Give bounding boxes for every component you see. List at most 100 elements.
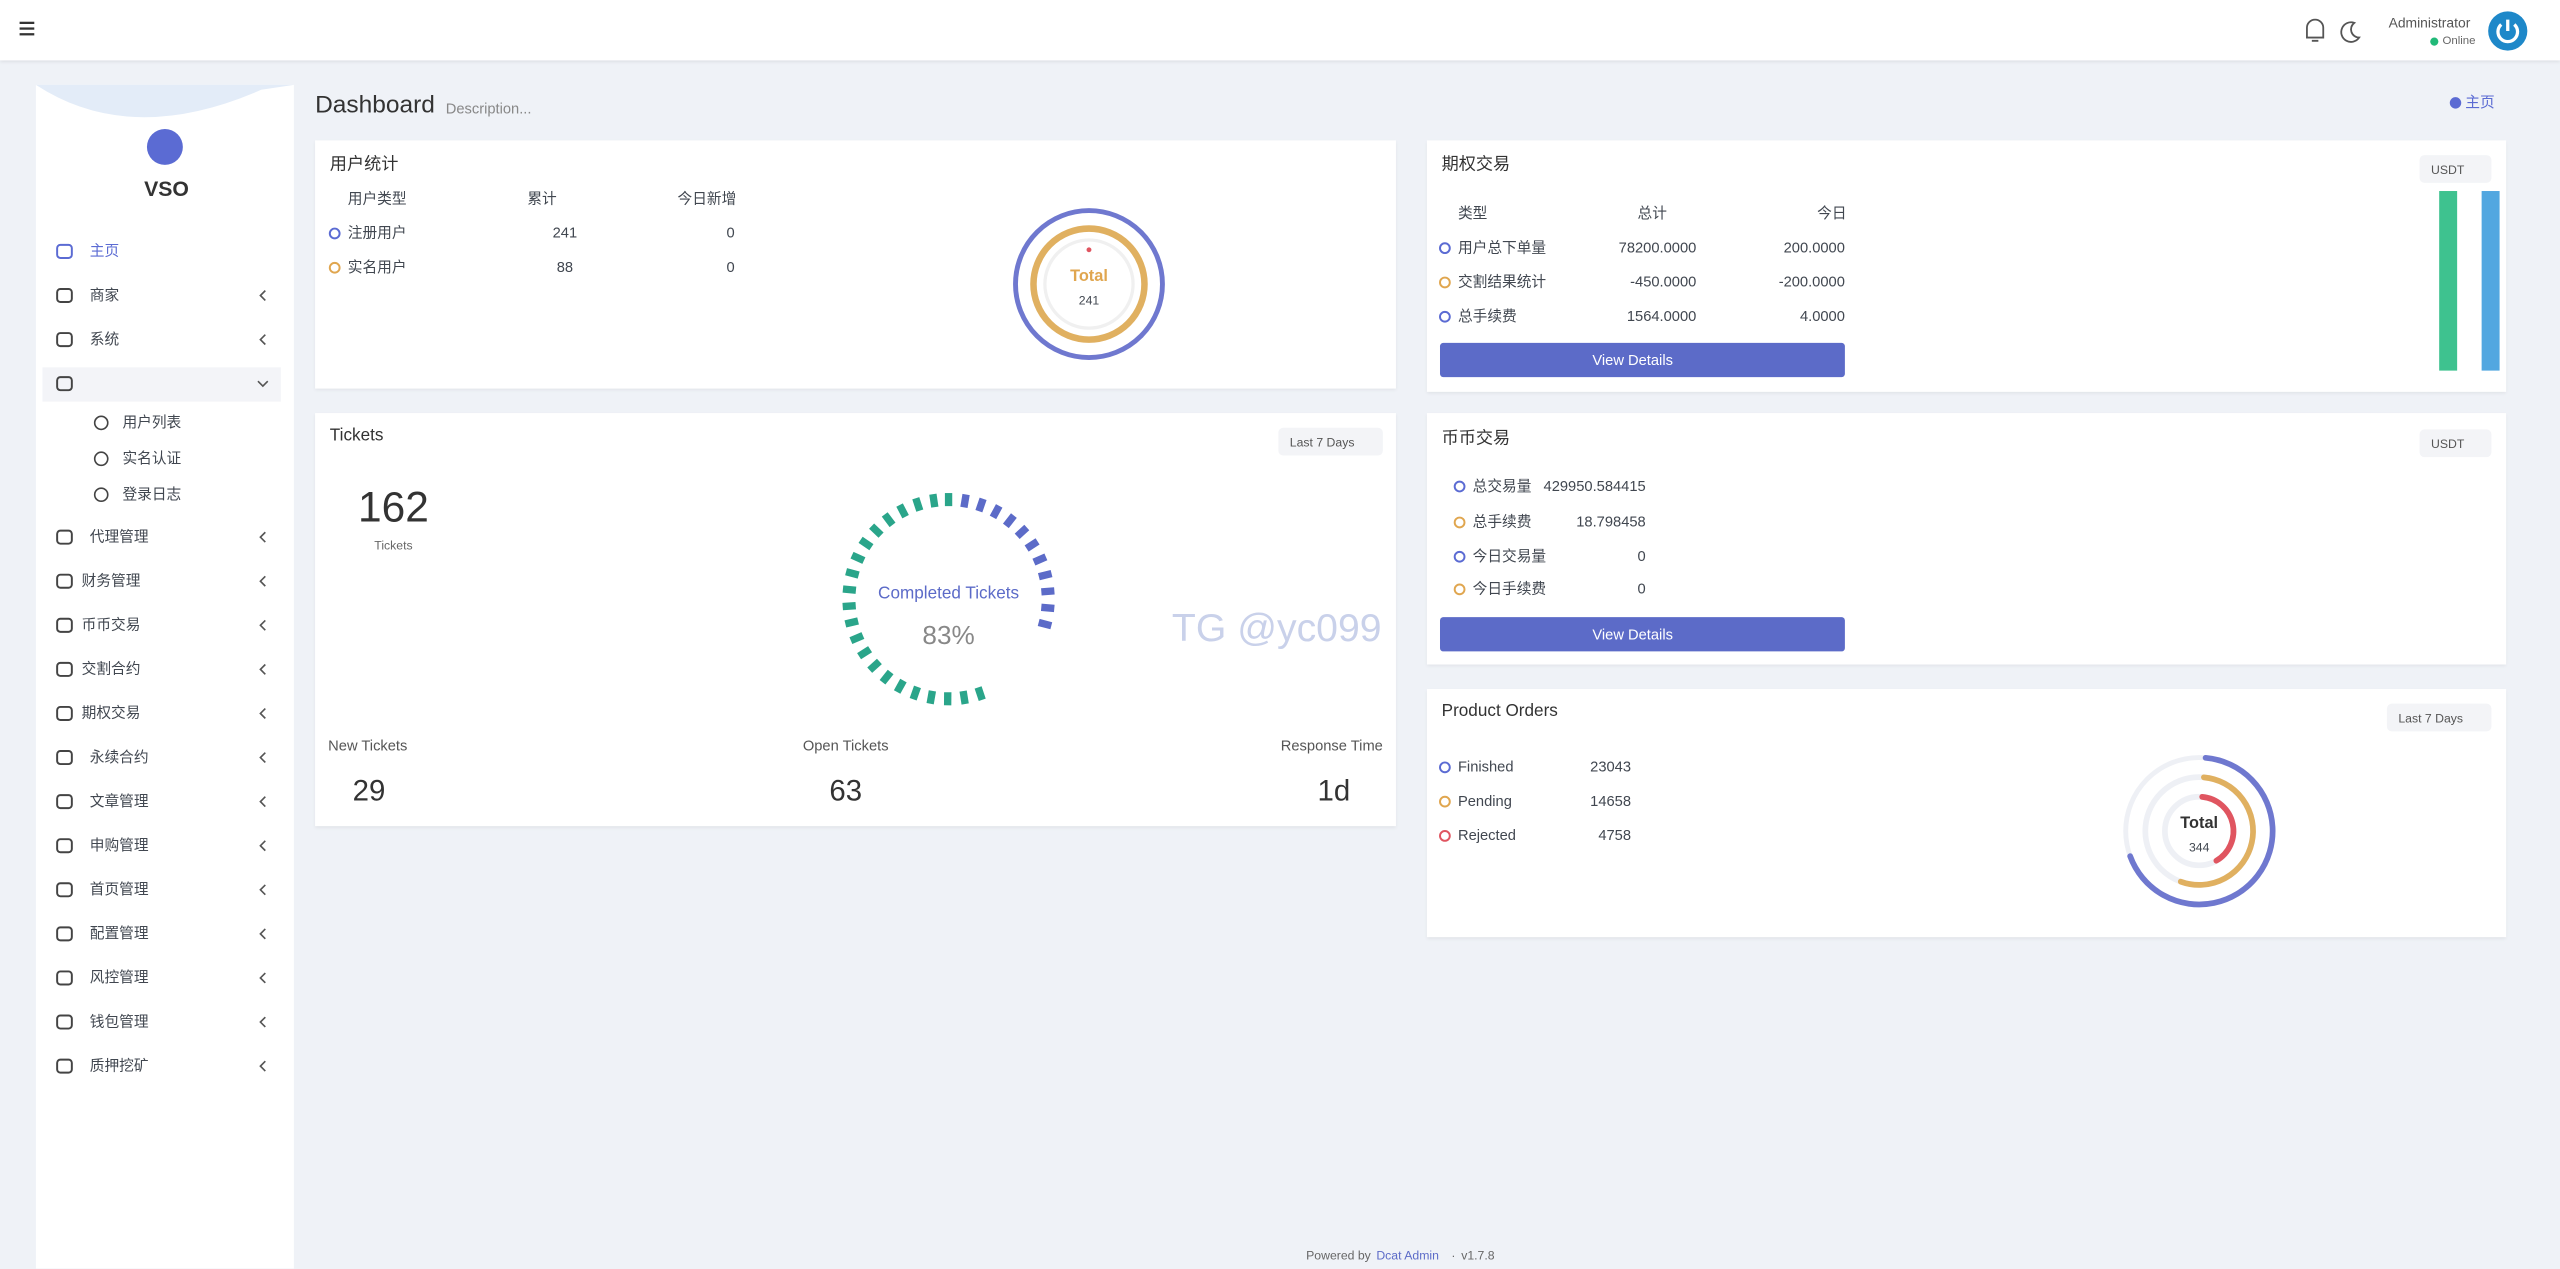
table-cell: 14658 <box>1590 793 1631 811</box>
legend-dot <box>1440 278 1450 288</box>
chevron <box>260 532 265 542</box>
gauge-tick <box>872 526 881 535</box>
legend-dot <box>330 263 340 273</box>
chevron <box>260 1061 265 1071</box>
submenu-icon <box>95 452 108 465</box>
table-cell: 1564.0000 <box>1627 308 1696 326</box>
menu-icon <box>57 1016 72 1029</box>
gauge-tick <box>993 506 999 517</box>
footer-link[interactable]: Dcat Admin <box>1376 1248 1439 1263</box>
table-cell: 78200.0000 <box>1619 239 1697 257</box>
chevron <box>260 753 265 763</box>
gauge-tick <box>963 691 965 704</box>
gauge-label: Completed Tickets <box>878 584 1019 605</box>
menu-icon <box>57 839 72 852</box>
table-cell: 今日手续费 <box>1473 581 1546 599</box>
menu-icon <box>57 531 72 544</box>
bell-icon[interactable] <box>2307 20 2323 41</box>
footer-text: Powered by <box>1306 1248 1371 1263</box>
legend-dot <box>1440 762 1450 772</box>
table-cell: 4.0000 <box>1800 308 1845 326</box>
menu-icon <box>57 927 72 940</box>
chevron <box>260 885 265 895</box>
menu-icon <box>57 1060 72 1073</box>
gauge-tick <box>870 661 880 670</box>
breadcrumb-icon <box>2450 97 2461 108</box>
legend-dot <box>1440 243 1450 253</box>
table-cell: 0 <box>1638 581 1646 599</box>
table-cell: 0 <box>727 259 735 277</box>
legend-dot <box>1440 797 1450 807</box>
gauge-tick <box>933 494 935 507</box>
dropdown-label: Last 7 Days <box>2398 710 2463 725</box>
submenu-icon <box>95 416 108 429</box>
stat-label: New Tickets <box>328 737 407 755</box>
menu-toggle[interactable] <box>20 23 35 34</box>
menu-icon <box>57 575 72 588</box>
stat-value: 29 <box>353 774 386 809</box>
table-cell: 0 <box>727 225 735 243</box>
table-cell: Pending <box>1458 793 1512 811</box>
menu-icon <box>57 707 72 720</box>
gauge-tick <box>1017 527 1027 536</box>
submenu-icon <box>95 488 108 501</box>
table-cell: 总手续费 <box>1473 514 1532 532</box>
table-cell: 注册用户 <box>348 225 407 243</box>
legend-dot <box>1455 518 1465 528</box>
gauge-tick <box>964 495 966 508</box>
gauge-tick <box>1034 557 1046 562</box>
table-header: 类型 <box>1458 205 1487 223</box>
donut-label: Total <box>2180 815 2218 835</box>
gauge-tick <box>1041 607 1054 608</box>
menu-icon <box>57 883 72 896</box>
card-title: 用户统计 <box>330 155 399 176</box>
legend-dot <box>1455 552 1465 562</box>
gauge-tick <box>1039 622 1052 625</box>
chevron <box>260 620 265 630</box>
table-header: 今日 <box>1817 205 1846 223</box>
table-cell: Rejected <box>1458 827 1516 845</box>
table-cell: -200.0000 <box>1779 274 1845 292</box>
gauge-tick <box>851 636 863 641</box>
table-cell: 实名用户 <box>348 259 407 277</box>
stat-label: Open Tickets <box>803 737 889 755</box>
chevron <box>260 709 265 719</box>
gauge-tick <box>897 681 903 692</box>
ticket-total: 162 <box>358 482 429 533</box>
gauge-tick <box>913 687 917 699</box>
card-title: Tickets <box>330 426 384 447</box>
table-cell: 用户总下单量 <box>1458 239 1546 257</box>
donut-value: 344 <box>2189 840 2209 855</box>
theme-icon[interactable] <box>2341 22 2359 42</box>
gauge-tick <box>845 621 858 624</box>
gauge-tick <box>859 649 870 656</box>
gauge-tick <box>1006 516 1014 526</box>
table-header: 用户类型 <box>348 190 407 208</box>
chevron <box>260 335 265 345</box>
sidebar-wave <box>36 85 294 117</box>
legend-dot <box>1455 584 1465 594</box>
gauge-tick <box>978 687 982 699</box>
menu-icon <box>57 663 72 676</box>
dropdown-label: USDT <box>2431 436 2464 451</box>
table-cell: 200.0000 <box>1784 239 1845 257</box>
watermark: TG @yc099 <box>1172 607 1382 654</box>
ticket-total-label: Tickets <box>374 538 412 553</box>
bar-decoration <box>2482 191 2500 371</box>
donut-value: 241 <box>1079 293 1099 308</box>
gauge-tick <box>843 606 856 607</box>
table-header: 累计 <box>527 190 556 208</box>
gauge-tick <box>852 555 864 560</box>
table-cell: 241 <box>553 225 578 243</box>
chevron <box>260 841 265 851</box>
table-cell: -450.0000 <box>1630 274 1696 292</box>
menu-icon <box>57 971 72 984</box>
gauge-tick <box>846 572 859 575</box>
table-header: 总计 <box>1638 205 1667 223</box>
logo <box>147 129 183 165</box>
table-cell: 23043 <box>1590 759 1631 777</box>
table-cell: 429950.584415 <box>1544 478 1646 496</box>
footer-text: v1.7.8 <box>1461 1248 1494 1263</box>
table-cell: 88 <box>557 259 573 277</box>
